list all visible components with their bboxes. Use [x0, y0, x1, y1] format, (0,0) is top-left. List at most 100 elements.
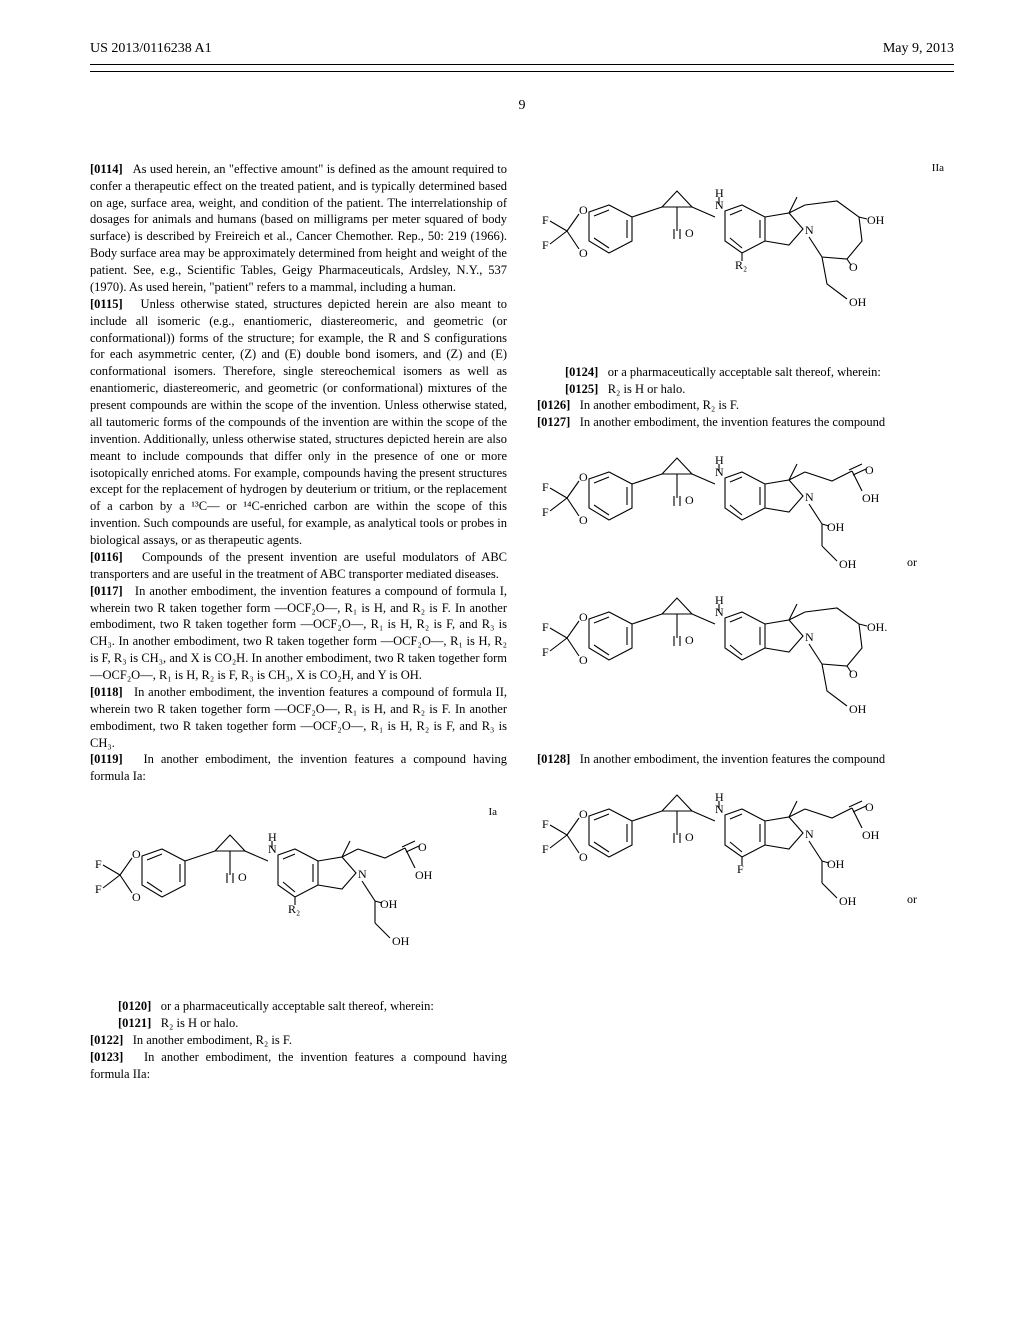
atom-OH: OH [867, 213, 885, 227]
para-text: or a pharmaceutically acceptable salt th… [608, 365, 881, 379]
para-num: [0121] [118, 1016, 151, 1030]
atom-R2: R₂ [735, 258, 747, 272]
atom-O: O [579, 246, 588, 260]
para-num: [0124] [565, 365, 598, 379]
atom-F: F [542, 505, 549, 519]
atom-N: N [805, 223, 814, 237]
atom-F: F [542, 620, 549, 634]
paragraph: [0127] In another embodiment, the invent… [537, 414, 954, 431]
para-text: In another embodiment, the invention fea… [580, 415, 885, 429]
para-num: [0116] [90, 550, 123, 564]
atom-O: O [579, 653, 588, 667]
para-num: [0127] [537, 415, 570, 429]
para-text: In another embodiment, the invention fea… [90, 1050, 507, 1081]
atom-OH: OH [839, 557, 857, 571]
para-text: R₂ is H or halo. [161, 1016, 239, 1030]
atom-R2: R₂ [288, 902, 300, 916]
structure-Ia-icon: F F O O O [90, 823, 490, 978]
paragraph: [0119] In another embodiment, the invent… [90, 751, 507, 785]
page: US 2013/0116238 A1 May 9, 2013 9 [0114] … [0, 0, 1024, 1320]
paragraph: [0116] Compounds of the present inventio… [90, 549, 507, 583]
para-num: [0114] [90, 162, 123, 176]
atom-F: F [95, 882, 102, 896]
atom-F: F [542, 238, 549, 252]
atom-O: O [865, 800, 874, 814]
paragraph: [0117] In another embodiment, the invent… [90, 583, 507, 684]
para-text: In another embodiment, R₂ is F. [580, 398, 739, 412]
atom-OH: OH [849, 295, 867, 309]
para-text: R₂ is H or halo. [608, 382, 686, 396]
structures-0127-icon: F F O O O N H [537, 451, 937, 731]
para-num: [0128] [537, 752, 570, 766]
para-num: [0119] [90, 752, 123, 766]
para-num: [0118] [90, 685, 123, 699]
para-text: In another embodiment, the invention fea… [90, 685, 507, 750]
paragraph: [0125] R₂ is H or halo. [537, 381, 954, 398]
atom-O: O [849, 260, 858, 274]
atom-F: F [542, 842, 549, 856]
atom-O: O [849, 667, 858, 681]
para-num: [0126] [537, 398, 570, 412]
atom-O: O [418, 840, 427, 854]
para-text: In another embodiment, R₂ is F. [133, 1033, 292, 1047]
atom-O: O [579, 850, 588, 864]
para-text: In another embodiment, the invention fea… [580, 752, 885, 766]
para-num: [0122] [90, 1033, 123, 1047]
atom-OH: OH [827, 857, 845, 871]
atom-OH: OH [862, 491, 880, 505]
atom-F: F [542, 645, 549, 659]
para-num: [0123] [90, 1050, 123, 1064]
atom-OH: OH [839, 894, 857, 908]
paragraph: [0128] In another embodiment, the invent… [537, 751, 954, 768]
formula-label: Ia [90, 805, 507, 820]
paragraph: [0118] In another embodiment, the invent… [90, 684, 507, 752]
atom-F: F [737, 862, 744, 876]
atom-O: O [865, 463, 874, 477]
para-text: In another embodiment, the invention fea… [90, 584, 507, 682]
atom-O: O [579, 203, 588, 217]
formula-IIa: IIa F F O O O N [537, 161, 954, 344]
atom-N: N [805, 630, 814, 644]
atom-OH: OH [862, 828, 880, 842]
atom-O: O [579, 513, 588, 527]
para-text: As used herein, an "effective amount" is… [90, 162, 507, 294]
atom-N: N [805, 827, 814, 841]
atom-N: N [805, 490, 814, 504]
atom-OH: OH [392, 934, 410, 948]
publication-date: May 9, 2013 [883, 40, 954, 59]
atom-OH: OH. [867, 620, 887, 634]
atom-OH: OH [380, 897, 398, 911]
atom-O: O [685, 226, 694, 240]
atom-O: O [685, 830, 694, 844]
atom-F: F [542, 213, 549, 227]
formula-compound-1: F F O O O N H [537, 451, 954, 731]
paragraph: [0121] R₂ is H or halo. [90, 1015, 507, 1032]
atom-O: O [685, 493, 694, 507]
atom-O: O [685, 633, 694, 647]
text-or: or [907, 892, 917, 906]
atom-O: O [238, 870, 247, 884]
page-header: US 2013/0116238 A1 May 9, 2013 [90, 40, 954, 65]
atom-N: N [358, 867, 367, 881]
paragraph: [0114] As used herein, an "effective amo… [90, 161, 507, 296]
page-number: 9 [90, 97, 954, 116]
atom-O: O [579, 807, 588, 821]
paragraph: [0115] Unless otherwise stated, structur… [90, 296, 507, 549]
para-num: [0125] [565, 382, 598, 396]
formula-label: IIa [537, 161, 954, 176]
text-or: or [907, 555, 917, 569]
atom-OH: OH [849, 702, 867, 716]
atom-F: F [542, 480, 549, 494]
paragraph: [0122] In another embodiment, R₂ is F. [90, 1032, 507, 1049]
atom-OH: OH [415, 868, 433, 882]
formula-Ia: Ia F F O O [90, 805, 507, 978]
atom-O: O [132, 890, 141, 904]
structure-IIa-icon: F F O O O N H [537, 179, 937, 344]
para-text: Compounds of the present invention are u… [90, 550, 507, 581]
para-num: [0120] [118, 999, 151, 1013]
atom-F: F [542, 817, 549, 831]
atom-F: F [95, 857, 102, 871]
para-text: Unless otherwise stated, structures depi… [90, 297, 507, 547]
header-rule [90, 71, 954, 72]
atom-O: O [132, 847, 141, 861]
